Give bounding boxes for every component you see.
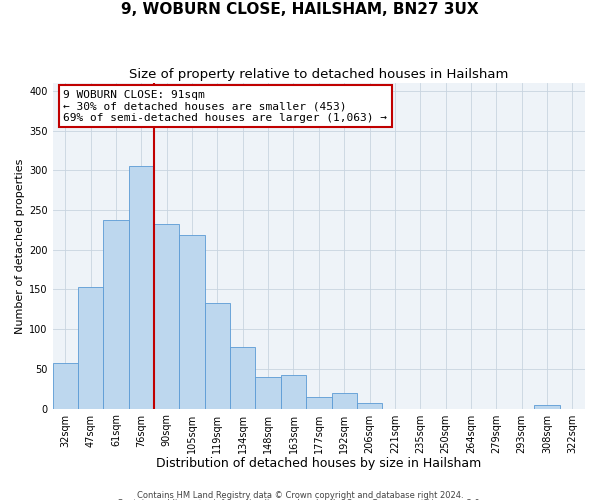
Text: Contains HM Land Registry data © Crown copyright and database right 2024.: Contains HM Land Registry data © Crown c… [137,490,463,500]
Bar [205,303,230,408]
Text: 9 WOBURN CLOSE: 91sqm
← 30% of detached houses are smaller (453)
69% of semi-det: 9 WOBURN CLOSE: 91sqm ← 30% of detached … [63,90,387,123]
X-axis label: Distribution of detached houses by size in Hailsham: Distribution of detached houses by size … [156,457,481,470]
Bar [78,287,103,408]
Bar [230,346,256,408]
Bar [179,234,205,408]
Text: 9, WOBURN CLOSE, HAILSHAM, BN27 3UX: 9, WOBURN CLOSE, HAILSHAM, BN27 3UX [121,2,479,18]
Bar [129,166,154,408]
Bar [53,364,78,408]
Y-axis label: Number of detached properties: Number of detached properties [15,158,25,334]
Bar [154,224,179,408]
Bar [306,398,332,408]
Text: Contains public sector information licensed under the Open Government Licence v3: Contains public sector information licen… [118,499,482,500]
Bar [535,406,560,408]
Bar [357,403,382,408]
Title: Size of property relative to detached houses in Hailsham: Size of property relative to detached ho… [129,68,509,80]
Bar [281,375,306,408]
Bar [256,377,281,408]
Bar [332,392,357,408]
Bar [103,220,129,408]
